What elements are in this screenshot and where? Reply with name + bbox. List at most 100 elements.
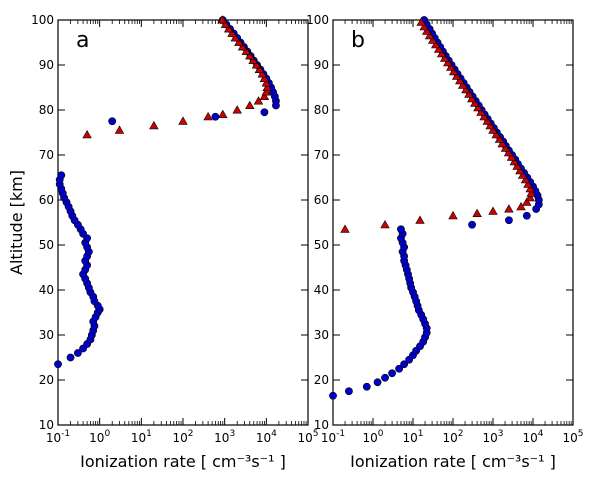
x-tick-label: 102 (442, 429, 463, 445)
data-point-triangle (245, 51, 255, 60)
data-point-triangle (517, 170, 528, 179)
data-point-triangle (497, 138, 507, 148)
x-tick-label: 100 (362, 429, 383, 445)
y-tick-label: 90 (39, 58, 54, 72)
data-point-triangle (416, 17, 426, 26)
x-tick-exponent: 5 (578, 429, 584, 439)
data-point-triangle (421, 26, 432, 35)
data-point-circle (345, 387, 353, 396)
x-tick-label: 104 (522, 429, 543, 445)
x-tick-exponent: -1 (61, 429, 70, 439)
data-point-triangle (424, 30, 435, 40)
data-point-circle (388, 369, 396, 378)
y-tick-label: 50 (314, 238, 329, 252)
x-tick-base: 10 (562, 431, 577, 445)
y-tick-label: 40 (39, 283, 54, 297)
data-point-triangle (516, 201, 526, 211)
x-tick-exponent: 0 (104, 429, 110, 439)
x-tick-label: 102 (172, 429, 193, 445)
data-point-triangle (448, 66, 459, 76)
data-point-circle (522, 211, 531, 220)
data-point-triangle (455, 75, 465, 85)
x-tick-exponent: 4 (271, 429, 277, 439)
data-point-circle (505, 216, 513, 225)
data-point-circle (373, 378, 382, 387)
data-point-triangle (149, 120, 159, 130)
x-tick-base: 10 (172, 431, 187, 445)
data-point-triangle (464, 89, 474, 98)
x-tick-label: 10-1 (321, 429, 345, 445)
data-point-triangle (472, 208, 482, 217)
x-tick-label: 100 (89, 429, 110, 445)
data-point-triangle (504, 204, 514, 213)
x-tick-base: 10 (362, 431, 377, 445)
x-axis-label: Ionization rate [ cm⁻³s⁻¹ ] (80, 452, 286, 471)
data-point-circle (108, 117, 117, 126)
data-point-triangle (467, 93, 477, 103)
y-tick-label: 90 (314, 58, 329, 72)
y-tick-label: 10 (39, 418, 54, 432)
data-point-triangle (479, 111, 489, 121)
data-point-triangle (512, 161, 522, 170)
data-point-triangle (261, 87, 272, 96)
y-tick-label: 10 (314, 418, 329, 432)
x-tick-base: 10 (214, 431, 229, 445)
x-tick-exponent: 1 (418, 429, 424, 439)
data-point-triangle (223, 24, 234, 33)
x-tick-label: 103 (482, 429, 503, 445)
data-point-triangle (446, 62, 456, 71)
x-tick-base: 10 (256, 431, 271, 445)
data-point-triangle (178, 116, 188, 125)
x-tick-label: 101 (131, 429, 152, 445)
data-point-triangle (488, 206, 498, 215)
data-point-triangle (254, 64, 265, 73)
data-point-circle (362, 382, 371, 391)
data-point-triangle (419, 21, 429, 31)
data-point-triangle (526, 188, 536, 197)
x-axis-label: Ionization rate [ cm⁻³s⁻¹ ] (350, 452, 556, 471)
data-point-triangle (485, 120, 495, 130)
data-point-triangle (433, 44, 444, 53)
data-point-triangle (509, 156, 520, 166)
y-tick-label: 60 (39, 193, 54, 207)
x-tick-exponent: 0 (378, 429, 384, 439)
x-tick-exponent: 1 (146, 429, 152, 439)
data-point-triangle (230, 33, 241, 42)
data-point-circle (381, 373, 389, 382)
x-tick-base: 10 (131, 431, 146, 445)
y-tick-label: 60 (314, 193, 329, 207)
data-point-triangle (218, 109, 228, 118)
data-point-circle (400, 360, 409, 369)
x-tick-base: 10 (46, 431, 61, 445)
data-point-triangle (415, 215, 425, 224)
x-tick-base: 10 (321, 431, 336, 445)
data-point-triangle (253, 96, 264, 105)
data-point-triangle (380, 219, 390, 229)
data-point-triangle (237, 42, 248, 51)
x-tick-label: 104 (256, 429, 277, 445)
data-point-triangle (476, 107, 486, 116)
x-tick-label: 10-1 (46, 429, 70, 445)
data-point-triangle (261, 78, 272, 87)
x-tick-label: 101 (402, 429, 423, 445)
data-point-circle (397, 225, 405, 234)
data-point-triangle (443, 57, 453, 67)
data-point-triangle (470, 98, 480, 107)
data-point-triangle (259, 73, 270, 82)
data-point-triangle (259, 91, 270, 100)
y-tick-label: 30 (39, 328, 54, 342)
data-point-triangle (503, 147, 514, 157)
y-tick-label: 40 (314, 283, 329, 297)
y-tick-label: 70 (39, 148, 54, 162)
data-point-circle (468, 220, 476, 229)
data-point-triangle (232, 105, 242, 114)
data-point-triangle (523, 179, 533, 188)
y-tick-label: 80 (39, 103, 54, 117)
data-point-triangle (220, 19, 231, 28)
panel-letter: a (76, 28, 89, 53)
plot-frame (332, 19, 574, 426)
data-point-triangle (482, 116, 493, 125)
